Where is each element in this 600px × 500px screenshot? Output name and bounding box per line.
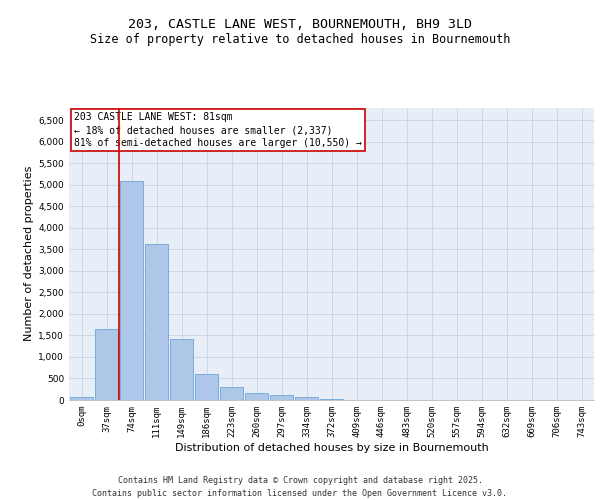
Bar xyxy=(194,374,218,400)
Bar xyxy=(295,397,319,400)
Text: 203 CASTLE LANE WEST: 81sqm
← 18% of detached houses are smaller (2,337)
81% of : 203 CASTLE LANE WEST: 81sqm ← 18% of det… xyxy=(74,112,362,148)
Bar xyxy=(119,180,143,400)
Text: 203, CASTLE LANE WEST, BOURNEMOUTH, BH9 3LD: 203, CASTLE LANE WEST, BOURNEMOUTH, BH9 … xyxy=(128,18,472,30)
Text: Size of property relative to detached houses in Bournemouth: Size of property relative to detached ho… xyxy=(90,32,510,46)
Bar xyxy=(170,339,193,400)
Bar xyxy=(220,387,244,400)
Bar xyxy=(245,394,268,400)
Bar xyxy=(95,329,118,400)
Bar xyxy=(320,398,343,400)
Bar xyxy=(145,244,169,400)
Bar xyxy=(269,396,293,400)
Text: Contains HM Land Registry data © Crown copyright and database right 2025.
Contai: Contains HM Land Registry data © Crown c… xyxy=(92,476,508,498)
Bar xyxy=(70,398,94,400)
X-axis label: Distribution of detached houses by size in Bournemouth: Distribution of detached houses by size … xyxy=(175,442,488,452)
Y-axis label: Number of detached properties: Number of detached properties xyxy=(24,166,34,342)
